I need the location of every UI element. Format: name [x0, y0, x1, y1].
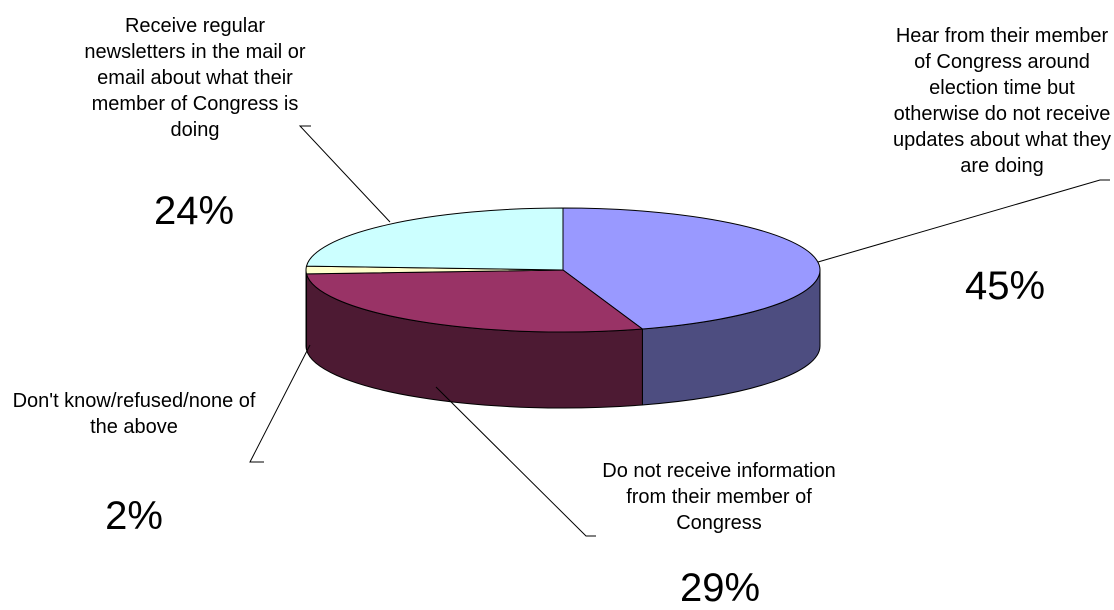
slice-label-no-information: Do not receive information from their me…: [602, 460, 836, 534]
slice-value-election-time: 45%: [964, 264, 1046, 308]
slice-label-newsletters: Receive regular newsletters in the mail …: [84, 15, 306, 141]
leader-line-newsletters: [298, 125, 391, 223]
pie-slice-no-information: [305, 269, 644, 333]
leader-line-election-time: [817, 179, 1110, 263]
pie-slice-newsletters: [305, 207, 564, 271]
leader-line-dont-know: [249, 344, 311, 463]
pie-slice-election-time: [562, 207, 821, 330]
slice-label-election-time: Hear from their member of Congress aroun…: [893, 25, 1111, 177]
leader-line-no-information: [435, 386, 596, 537]
slice-value-newsletters: 24%: [153, 189, 235, 233]
pie-side-dont-know: [305, 269, 308, 351]
slice-label-dont-know: Don't know/refused/none of the above: [12, 390, 256, 438]
slice-value-no-information: 29%: [679, 566, 761, 610]
slice-value-dont-know: 2%: [105, 494, 163, 538]
